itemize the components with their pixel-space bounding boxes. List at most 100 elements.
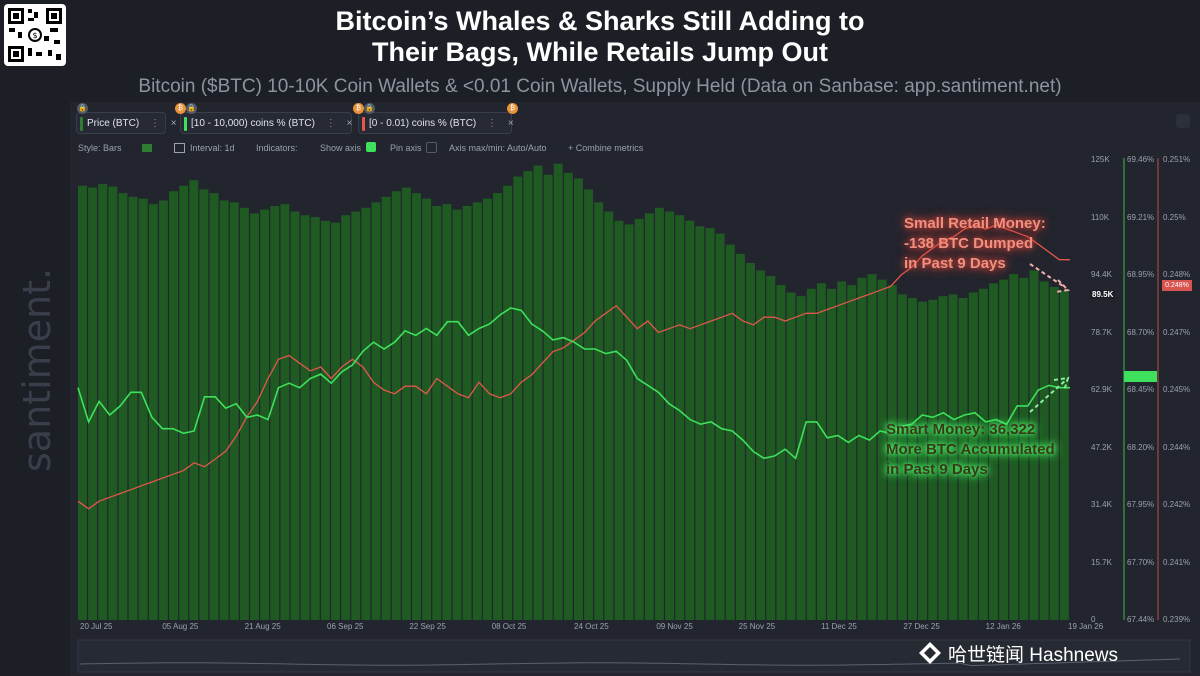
price-bar	[169, 191, 179, 620]
more-options-icon[interactable]: ⋮	[150, 118, 161, 129]
smart-arrow	[1029, 376, 1070, 413]
y-tick-label: 68.20%	[1127, 442, 1155, 452]
x-tick-label: 05 Aug 25	[162, 622, 199, 631]
price-bar	[270, 206, 280, 620]
close-icon[interactable]: ×	[170, 118, 177, 129]
price-bar	[88, 187, 98, 620]
price-bar	[280, 204, 290, 620]
interval-selector[interactable]: Interval: 1d	[190, 143, 235, 153]
y-tick-label: 0.248%	[1163, 270, 1191, 279]
smart-annotation-line-3: in Past 9 Days	[886, 461, 988, 478]
metric-chip-price[interactable]: 🔒 Price (BTC) ⋮ ×	[76, 103, 177, 134]
price-bar	[250, 213, 259, 621]
price-bar	[108, 186, 118, 620]
y-tick-label: 0.251%	[1163, 155, 1191, 164]
close-icon[interactable]: ×	[346, 118, 353, 129]
price-bar	[391, 191, 401, 620]
show-axis-checkbox[interactable]	[366, 142, 376, 152]
metric-chip-retail[interactable]: ₿ 🔒 ₿ [0 - 0.01) coins % (BTC) ⋮ ×	[353, 103, 518, 134]
more-options-icon[interactable]: ⋮	[487, 118, 498, 129]
price-bar	[1009, 274, 1019, 620]
y-tick-label: 69.46%	[1127, 155, 1155, 164]
retail-line	[77, 224, 1070, 510]
title-line-2: Their Bags, While Retails Jump Out	[371, 37, 829, 67]
y-tick-label: 0.239%	[1163, 615, 1191, 624]
y-tick-label: 78.7K	[1091, 327, 1112, 337]
price-bar	[968, 292, 978, 620]
x-tick-label: 12 Jan 26	[985, 622, 1021, 631]
price-bar	[493, 193, 502, 620]
y-tick-label: 0.245%	[1163, 385, 1191, 394]
hashnews-logo-icon	[919, 642, 941, 664]
y-tick-label: 0.242%	[1163, 500, 1191, 509]
price-bar	[867, 274, 877, 620]
close-icon[interactable]: ×	[507, 118, 514, 129]
price-bar	[1029, 270, 1039, 620]
bitcoin-icon: ₿	[175, 103, 186, 114]
price-bar	[341, 215, 351, 620]
price-bar	[331, 222, 340, 620]
price-bar	[1059, 290, 1069, 620]
retail-annotation-line-3: in Past 9 Days	[904, 255, 1006, 272]
indicators-selector[interactable]: Indicators:	[256, 143, 298, 153]
price-bar	[179, 185, 189, 620]
price-bar	[1049, 286, 1059, 620]
price-bar	[503, 185, 513, 620]
price-bar	[584, 189, 594, 620]
price-bar	[908, 298, 917, 620]
style-selector[interactable]: Style: Bars	[78, 143, 122, 153]
price-bar	[229, 202, 239, 620]
price-bar	[209, 193, 219, 620]
price-bar	[897, 294, 907, 620]
svg-text:santiment.: santiment.	[15, 268, 59, 472]
price-bar	[513, 176, 523, 620]
smart-current-marker	[1124, 371, 1157, 382]
price-bar	[401, 187, 411, 620]
price-bar	[837, 281, 847, 620]
metric-label-smart: [10 - 10,000) coins % (BTC)	[191, 118, 315, 129]
y-tick-label: 68.95%	[1127, 270, 1155, 279]
y-tick-label: 47.2K	[1091, 442, 1112, 452]
retail-annotation-line-2: -138 BTC Dumped	[904, 235, 1034, 252]
hashnews-brand: 哈世链闻 Hashnews	[920, 640, 1118, 667]
x-tick-label: 21 Aug 25	[244, 622, 281, 631]
chart-title: Bitcoin’s Whales & Sharks Still Adding t…	[0, 6, 1200, 68]
y-tick-label: 68.70%	[1127, 327, 1155, 337]
y-tick-label: 0.241%	[1163, 557, 1191, 567]
price-bar	[685, 220, 695, 620]
smart-annotation-line-1: Smart Money: 36,322	[886, 421, 1036, 438]
price-bar	[816, 283, 826, 620]
price-bar	[746, 263, 755, 620]
pin-axis-checkbox[interactable]	[426, 142, 437, 153]
settings-icon[interactable]	[1176, 114, 1190, 128]
price-bar	[422, 198, 432, 620]
price-bar	[320, 220, 330, 620]
price-bar	[381, 196, 391, 621]
price-bar	[644, 213, 654, 621]
santiment-watermark: santiment.	[15, 268, 59, 472]
price-bar	[563, 172, 573, 620]
y-tick-label: 15.7K	[1091, 557, 1112, 567]
qr-code: $	[4, 4, 66, 66]
price-bar	[128, 196, 138, 621]
price-bar	[219, 200, 229, 621]
price-color-swatch	[80, 117, 83, 131]
y-tick-label: 125K	[1091, 155, 1110, 164]
price-bar	[604, 211, 614, 620]
price-bar	[543, 174, 553, 620]
price-current-label: 89.5K	[1090, 290, 1116, 299]
bar-color-swatch[interactable]	[142, 144, 152, 152]
price-bar	[594, 202, 604, 620]
y-tick-label: 110K	[1091, 212, 1110, 222]
y-tick-label: 67.70%	[1127, 557, 1155, 567]
more-options-icon[interactable]: ⋮	[325, 118, 336, 129]
combine-metrics-button[interactable]: + Combine metrics	[568, 143, 644, 153]
navigator-strip	[77, 639, 1191, 673]
price-bar	[766, 275, 776, 620]
metric-chip-smart-money[interactable]: ₿ 🔒 [10 - 10,000) coins % (BTC) ⋮ ×	[175, 103, 353, 134]
axis-maxmin-selector[interactable]: Axis max/min: Auto/Auto	[449, 143, 547, 153]
price-bar	[199, 189, 209, 620]
price-bar	[847, 285, 857, 620]
price-bar	[654, 207, 664, 620]
smart-money-line	[77, 307, 1070, 460]
